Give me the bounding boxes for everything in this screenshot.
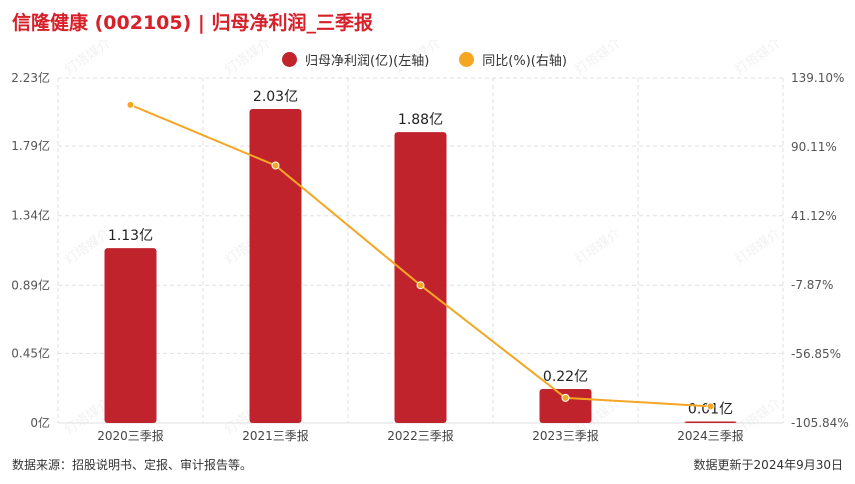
chart-legend: 归母净利润(亿)(左轴) 同比(%)(右轴)	[282, 50, 597, 69]
data-source-note: 数据来源：招股说明书、定报、审计报告等。	[12, 458, 253, 472]
right-axis-tick-label: -56.85%	[791, 347, 841, 361]
yoy-point	[271, 161, 280, 170]
watermark-text: 灯塔媒介	[572, 36, 623, 78]
legend-item-bar[interactable]: 归母净利润(亿)(左轴)	[282, 50, 429, 69]
yoy-point	[416, 281, 425, 290]
right-axis-tick-label: 41.12%	[791, 209, 837, 223]
legend-item-line[interactable]: 同比(%)(右轴)	[459, 50, 567, 69]
left-axis-tick-label: 1.79亿	[11, 138, 50, 153]
bar-data-label: 0.22亿	[543, 369, 588, 385]
watermark-text: 灯塔媒介	[572, 226, 623, 268]
category-label: 2024三季报	[677, 428, 744, 443]
yoy-point	[126, 100, 135, 109]
left-axis-tick-label: 1.34亿	[11, 208, 50, 223]
bar	[249, 108, 302, 423]
left-axis-tick-label: 0亿	[30, 415, 50, 430]
bar	[394, 132, 447, 423]
bar-data-label: 1.13亿	[108, 228, 153, 244]
legend-line-swatch	[459, 52, 475, 67]
page-title: 信隆健康 (002105) | 归母净利润_三季报	[12, 12, 373, 34]
bar	[539, 388, 592, 423]
left-axis-tick-label: 0.89亿	[11, 277, 50, 292]
bar-data-label: 2.03亿	[253, 89, 298, 105]
data-update-date: 数据更新于2024年9月30日	[693, 458, 843, 472]
yoy-point	[561, 393, 570, 402]
category-label: 2021三季报	[242, 428, 309, 443]
watermark-text: 灯塔媒介	[62, 36, 113, 78]
legend-line-label: 同比(%)(右轴)	[482, 54, 567, 69]
right-axis-tick-label: 90.11%	[791, 140, 837, 154]
bar	[684, 421, 737, 423]
legend-bar-label: 归母净利润(亿)(左轴)	[305, 54, 430, 69]
yoy-point	[706, 402, 715, 411]
right-axis-tick-label: -7.87%	[791, 278, 833, 292]
right-axis-tick-label: -105.84%	[791, 416, 849, 430]
category-label: 2023三季报	[532, 428, 599, 443]
bar-data-label: 1.88亿	[398, 112, 443, 128]
category-label: 2022三季报	[387, 428, 454, 443]
left-axis-tick-label: 0.45亿	[11, 345, 50, 360]
watermark-text: 灯塔媒介	[732, 36, 783, 78]
right-axis-tick-label: 139.10%	[791, 71, 844, 85]
watermark-text: 灯塔媒介	[392, 36, 443, 78]
legend-bar-swatch	[282, 52, 297, 67]
left-axis-tick-label: 2.23亿	[11, 70, 50, 85]
category-label: 2020三季报	[97, 428, 164, 443]
bar	[104, 248, 157, 423]
watermark-text: 灯塔媒介	[732, 226, 783, 268]
watermark-text: 灯塔媒介	[222, 36, 273, 78]
